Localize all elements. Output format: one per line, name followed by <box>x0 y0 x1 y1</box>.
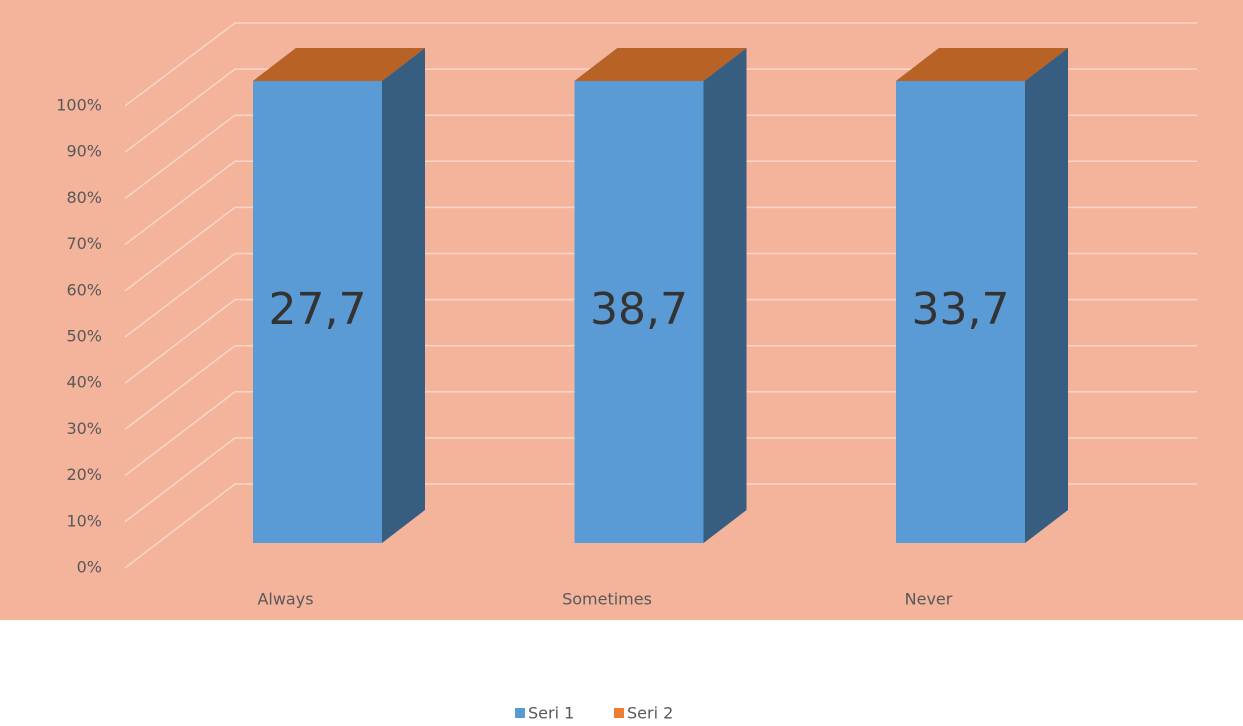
grid-line <box>124 437 1197 523</box>
y-tick-label: 100% <box>56 96 102 115</box>
y-tick-label: 10% <box>66 511 102 530</box>
y-tick-label: 60% <box>66 280 102 299</box>
x-tick-label: Sometimes <box>562 590 652 609</box>
bar-side <box>1025 48 1068 543</box>
grid-line <box>124 483 1197 569</box>
grid-line <box>124 114 1197 199</box>
bar <box>253 81 382 543</box>
y-tick-label: 20% <box>66 465 102 484</box>
y-tick-label: 0% <box>77 558 102 577</box>
y-tick-label: 90% <box>66 142 102 161</box>
data-label: 38,7 <box>590 284 688 335</box>
x-tick-label: Always <box>257 590 313 609</box>
grid-line <box>124 22 1197 107</box>
bar <box>574 81 704 543</box>
y-tick-label: 30% <box>66 419 102 438</box>
bar-side <box>703 48 747 543</box>
data-label: 27,7 <box>269 284 367 335</box>
grid-line <box>124 344 1197 430</box>
bar-side <box>382 48 425 543</box>
legend-swatch <box>515 708 525 718</box>
legend-label: Seri 2 <box>627 704 673 723</box>
grid-line <box>124 160 1197 246</box>
x-tick-label: Never <box>905 590 953 609</box>
data-label: 33,7 <box>912 284 1010 335</box>
grid-line <box>124 206 1197 292</box>
bar-top <box>574 48 747 81</box>
grid-line <box>124 252 1197 338</box>
bar-top <box>896 48 1068 81</box>
legend-label: Seri 1 <box>528 704 574 723</box>
y-tick-label: 40% <box>66 373 102 392</box>
bar <box>896 81 1025 543</box>
grid-line <box>124 68 1197 153</box>
grid-line <box>124 391 1197 477</box>
legend-swatch <box>614 708 624 718</box>
y-tick-label: 70% <box>66 234 102 253</box>
y-tick-label: 80% <box>66 188 102 207</box>
grid-line <box>124 298 1197 384</box>
bar-top <box>253 48 425 81</box>
y-tick-label: 50% <box>66 327 102 346</box>
